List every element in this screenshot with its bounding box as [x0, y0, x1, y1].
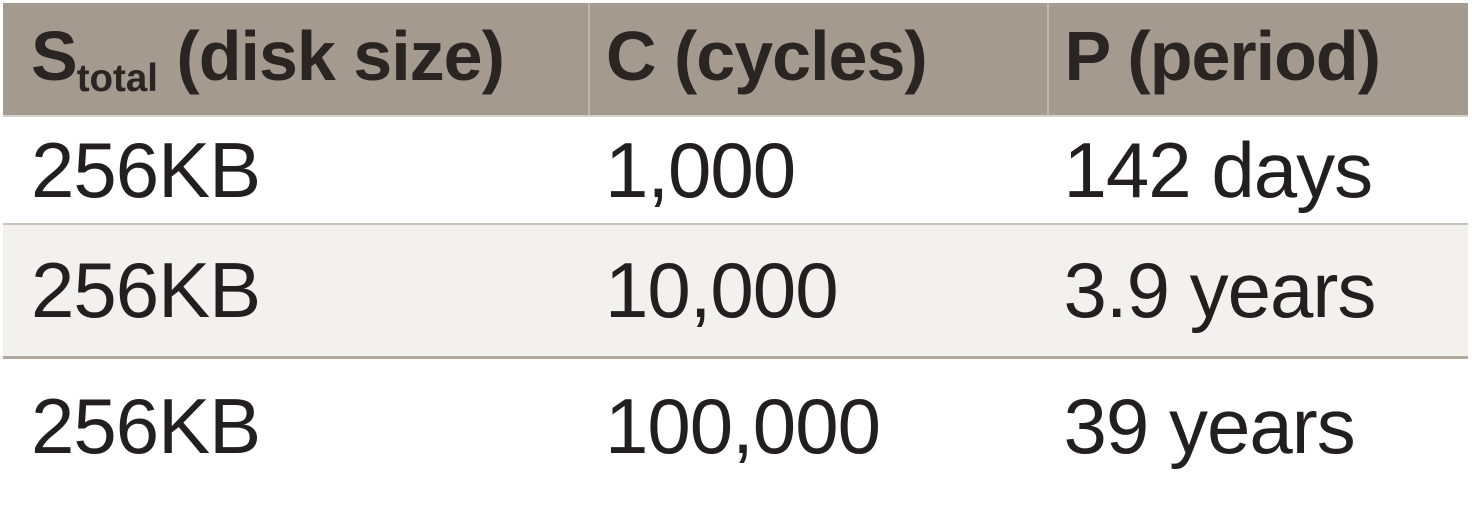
header-disk-size-label: (disk size) — [158, 17, 504, 95]
table-row: 256KB 1,000 142 days — [3, 116, 1468, 224]
table-row: 256KB 10,000 3.9 years — [3, 224, 1468, 358]
cell-disk-size: 256KB — [3, 358, 589, 515]
table-row: 256KB 100,000 39 years — [3, 358, 1468, 515]
cell-disk-size: 256KB — [3, 116, 589, 224]
header-disk-size: Stotal (disk size) — [3, 3, 589, 116]
header-period: P (period) — [1048, 3, 1468, 116]
cell-period: 39 years — [1048, 358, 1468, 515]
cell-disk-size: 256KB — [3, 224, 589, 358]
header-cycles: C (cycles) — [589, 3, 1048, 116]
cell-cycles: 10,000 — [589, 224, 1048, 358]
header-s-symbol: S — [31, 17, 77, 95]
table-header-row: Stotal (disk size) C (cycles) P (period) — [3, 3, 1468, 116]
cell-period: 3.9 years — [1048, 224, 1468, 358]
header-s-subscript: total — [77, 57, 158, 100]
disk-wear-table: Stotal (disk size) C (cycles) P (period)… — [3, 3, 1468, 515]
cell-cycles: 1,000 — [589, 116, 1048, 224]
cell-cycles: 100,000 — [589, 358, 1048, 515]
cell-period: 142 days — [1048, 116, 1468, 224]
table-container: Stotal (disk size) C (cycles) P (period)… — [3, 3, 1468, 515]
